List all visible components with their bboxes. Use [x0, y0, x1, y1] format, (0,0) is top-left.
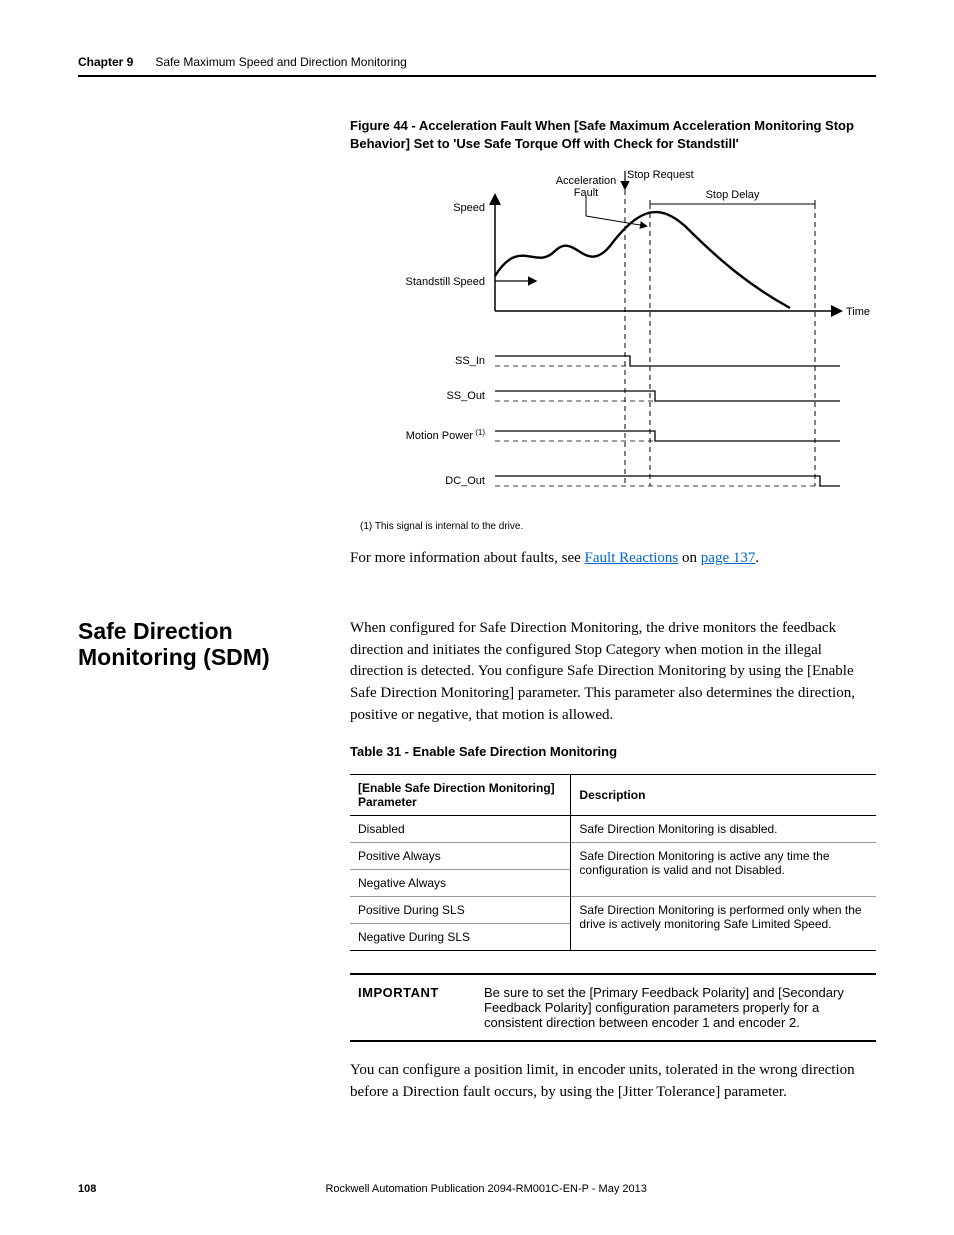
- desc-cell: Safe Direction Monitoring is performed o…: [571, 897, 876, 951]
- table-row: Positive Always Safe Direction Monitorin…: [350, 843, 876, 870]
- table-row: Disabled Safe Direction Monitoring is di…: [350, 816, 876, 843]
- table-caption: Table 31 - Enable Safe Direction Monitor…: [350, 743, 876, 761]
- svg-text:Standstill Speed: Standstill Speed: [406, 276, 486, 288]
- enable-sdm-table: [Enable Safe Direction Monitoring] Param…: [350, 774, 876, 951]
- important-label: IMPORTANT: [350, 974, 476, 1041]
- svg-text:Stop Delay: Stop Delay: [706, 189, 760, 201]
- chapter-label: Chapter 9: [78, 55, 133, 69]
- tail-paragraph: You can configure a position limit, in e…: [350, 1060, 876, 1104]
- svg-text:SS_Out: SS_Out: [446, 390, 485, 402]
- xref-paragraph: For more information about faults, see F…: [350, 548, 876, 570]
- figure-caption: Figure 44 - Acceleration Fault When [Saf…: [350, 117, 876, 152]
- chapter-title: Safe Maximum Speed and Direction Monitor…: [155, 55, 406, 69]
- svg-text:Speed: Speed: [453, 202, 485, 214]
- param-cell: Negative During SLS: [350, 924, 571, 951]
- table-head-param: [Enable Safe Direction Monitoring] Param…: [350, 775, 571, 816]
- figure-44: Speed Standstill Speed SS_In SS_Out Motion P…: [350, 166, 876, 511]
- xref-post: .: [755, 550, 759, 566]
- important-text: Be sure to set the [Primary Feedback Pol…: [476, 974, 876, 1041]
- param-cell: Negative Always: [350, 870, 571, 897]
- svg-text:Stop Request: Stop Request: [627, 169, 694, 181]
- svg-text:Motion Power: Motion Power: [406, 430, 474, 442]
- xref-pre: For more information about faults, see: [350, 550, 585, 566]
- desc-cell: Safe Direction Monitoring is active any …: [571, 843, 876, 897]
- fault-reactions-link[interactable]: Fault Reactions: [585, 550, 679, 566]
- param-cell: Positive Always: [350, 843, 571, 870]
- svg-text:DC_Out: DC_Out: [445, 475, 485, 487]
- figure-footnote: (1) This signal is internal to the drive…: [360, 521, 876, 532]
- page-footer: 108 Rockwell Automation Publication 2094…: [78, 1183, 876, 1195]
- param-cell: Positive During SLS: [350, 897, 571, 924]
- figure-svg: Speed Standstill Speed SS_In SS_Out Motion P…: [350, 166, 870, 506]
- section-intro: When configured for Safe Direction Monit…: [350, 618, 876, 727]
- svg-text:Fault: Fault: [574, 187, 598, 199]
- page-137-link[interactable]: page 137: [701, 550, 756, 566]
- svg-text:Time: Time: [846, 306, 870, 318]
- svg-text:SS_In: SS_In: [455, 355, 485, 367]
- param-cell: Disabled: [350, 816, 571, 843]
- page-number: 108: [78, 1183, 96, 1195]
- section-heading: Safe Direction Monitoring (SDM): [78, 618, 326, 671]
- table-row: Positive During SLS Safe Direction Monit…: [350, 897, 876, 924]
- desc-cell: Safe Direction Monitoring is disabled.: [571, 816, 876, 843]
- svg-text:Acceleration: Acceleration: [556, 175, 617, 187]
- svg-text:(1): (1): [475, 428, 485, 437]
- running-header: Chapter 9 Safe Maximum Speed and Directi…: [78, 55, 876, 77]
- publication-id: Rockwell Automation Publication 2094-RM0…: [96, 1183, 876, 1195]
- xref-mid: on: [678, 550, 701, 566]
- important-box: IMPORTANT Be sure to set the [Primary Fe…: [350, 973, 876, 1042]
- table-head-desc: Description: [571, 775, 876, 816]
